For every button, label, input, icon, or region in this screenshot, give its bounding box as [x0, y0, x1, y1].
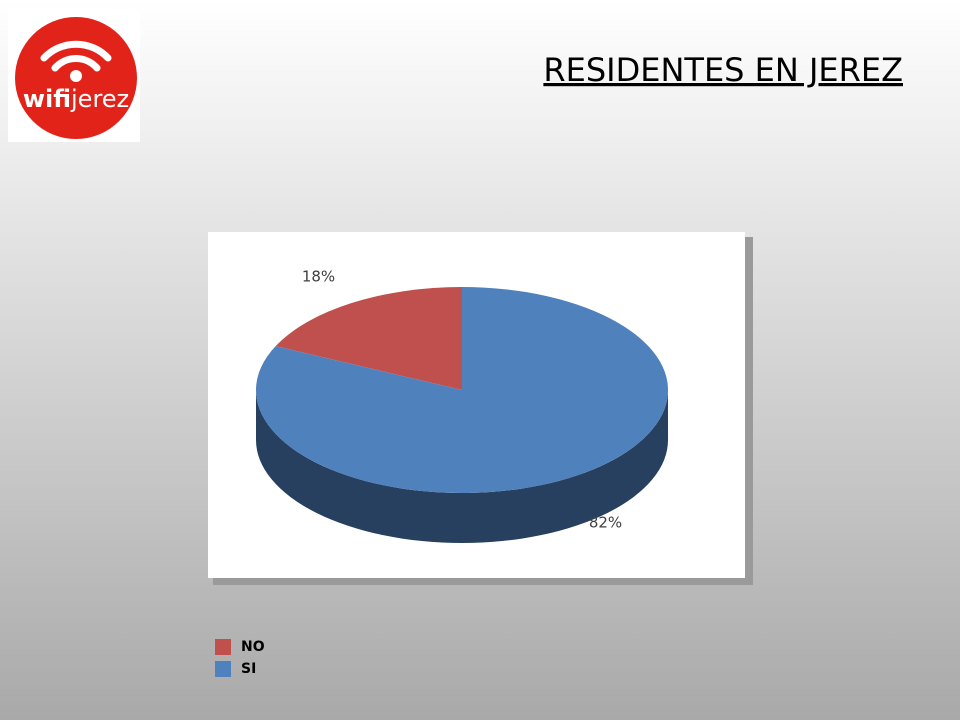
title: RESIDENTES EN JEREZ: [543, 51, 903, 89]
pie-side: [256, 390, 668, 543]
data-label: 18%: [302, 267, 335, 285]
logo-text: wifijerez: [23, 85, 129, 113]
wifi-icon: [40, 40, 112, 72]
legend-label: NO: [241, 639, 265, 655]
logo: wifijerez: [8, 10, 140, 142]
legend-swatch: [215, 661, 231, 677]
wifi-dot: [70, 70, 82, 82]
pie-slice: [275, 287, 462, 390]
pie: 18% 82%: [256, 267, 668, 543]
pie-slice: [256, 287, 668, 494]
legend: NO SI: [215, 639, 265, 677]
logo-wifi: wifi: [23, 85, 71, 113]
legend-swatch: [215, 639, 231, 655]
logo-jerez: jerez: [70, 85, 129, 113]
legend-label: SI: [241, 661, 256, 677]
data-label: 82%: [589, 514, 622, 532]
